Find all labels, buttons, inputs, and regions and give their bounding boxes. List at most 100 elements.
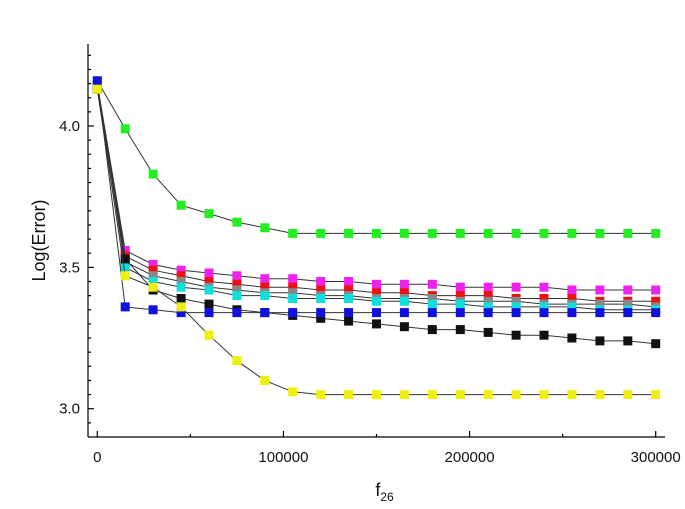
data-point [288, 308, 298, 318]
data-point [511, 390, 521, 400]
data-point [176, 277, 186, 286]
data-point [623, 308, 633, 318]
data-point [651, 296, 661, 306]
data-point [148, 305, 158, 315]
data-point [539, 308, 549, 318]
data-point [455, 390, 465, 400]
x-axis-title-main: f [375, 480, 381, 500]
y-tick-label: 4.0 [59, 118, 80, 135]
data-point [148, 271, 158, 281]
data-point [120, 271, 130, 281]
data-point [427, 325, 437, 335]
data-point [232, 356, 242, 366]
data-point [539, 390, 549, 400]
data-point [399, 228, 409, 238]
data-point [316, 228, 326, 238]
data-point [455, 299, 465, 309]
data-point [623, 285, 633, 295]
data-point [483, 302, 493, 312]
data-point [455, 228, 465, 238]
data-point [288, 294, 298, 303]
data-point [651, 285, 661, 295]
data-point [204, 268, 214, 278]
data-point [483, 282, 493, 292]
data-point [176, 302, 186, 312]
series-line [96, 83, 656, 291]
data-point [567, 228, 577, 238]
data-point [316, 313, 326, 323]
data-point [483, 390, 493, 400]
data-point [288, 387, 298, 397]
data-point [427, 228, 437, 238]
data-point [623, 336, 633, 346]
data-point [623, 228, 633, 238]
y-tick-label: 3.5 [59, 259, 80, 276]
data-point [511, 330, 521, 340]
data-point [148, 169, 158, 179]
data-point [595, 285, 605, 295]
data-point [316, 294, 326, 303]
data-point [651, 339, 661, 349]
data-point [204, 285, 214, 295]
x-axis-title: f26 [375, 480, 394, 504]
series [92, 79, 661, 295]
data-point [316, 277, 326, 286]
data-point [399, 390, 409, 400]
data-point [455, 308, 465, 318]
data-point [483, 291, 493, 301]
data-point [427, 390, 437, 400]
data-point [623, 390, 633, 400]
data-point [372, 308, 381, 318]
data-point [344, 308, 354, 318]
data-point [372, 296, 381, 306]
data-point [176, 265, 186, 275]
x-tick-label: 100000 [258, 449, 308, 466]
data-point [344, 228, 354, 238]
data-point [288, 282, 298, 292]
series-layer [92, 76, 661, 400]
data-point [651, 390, 661, 400]
data-point [372, 319, 381, 329]
axes: 3.0 3.5 4.0 0 100000 200000 300000 [59, 44, 681, 466]
data-point [511, 296, 521, 306]
series [92, 76, 661, 238]
data-point [176, 200, 186, 210]
x-tick-label: 0 [93, 449, 101, 466]
data-point [120, 124, 130, 134]
data-point [120, 302, 130, 312]
data-point [372, 288, 381, 298]
data-point [399, 322, 409, 332]
data-point [176, 308, 186, 318]
data-point [427, 308, 437, 318]
data-point [120, 254, 130, 264]
data-point [204, 277, 214, 286]
data-point [399, 279, 409, 289]
data-point [204, 330, 214, 340]
data-point [148, 277, 158, 286]
data-point [176, 294, 186, 303]
data-point [344, 294, 354, 303]
data-point [455, 291, 465, 301]
data-point [232, 279, 242, 289]
data-point [539, 294, 549, 303]
data-point [511, 308, 521, 318]
data-point [288, 288, 298, 298]
data-point [567, 285, 577, 295]
data-point [651, 228, 661, 238]
data-point [427, 294, 437, 303]
data-point [483, 327, 493, 337]
data-point [204, 299, 214, 309]
data-point [483, 308, 493, 318]
data-point [399, 296, 409, 306]
data-point [567, 390, 577, 400]
data-point [260, 308, 270, 318]
data-point [232, 271, 242, 281]
data-point [567, 302, 577, 312]
data-point [399, 308, 409, 318]
data-point [260, 376, 270, 385]
data-point [623, 299, 633, 309]
data-point [539, 228, 549, 238]
data-point [567, 333, 577, 343]
data-point [344, 390, 354, 400]
data-point [260, 274, 270, 284]
